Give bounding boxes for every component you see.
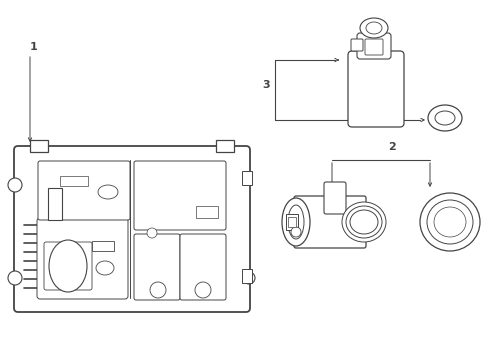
- Ellipse shape: [346, 206, 382, 238]
- FancyBboxPatch shape: [134, 161, 226, 230]
- Ellipse shape: [360, 18, 388, 38]
- Ellipse shape: [427, 200, 473, 244]
- Bar: [286, 214, 298, 230]
- FancyBboxPatch shape: [294, 196, 366, 248]
- FancyBboxPatch shape: [348, 51, 404, 127]
- Ellipse shape: [420, 193, 480, 251]
- Ellipse shape: [98, 185, 118, 199]
- FancyBboxPatch shape: [14, 146, 250, 312]
- FancyBboxPatch shape: [38, 161, 130, 220]
- Bar: [288, 217, 296, 227]
- Text: 1: 1: [30, 42, 38, 52]
- Ellipse shape: [342, 202, 386, 242]
- FancyBboxPatch shape: [37, 218, 128, 299]
- Bar: [48, 188, 62, 220]
- Bar: [92, 241, 114, 251]
- FancyBboxPatch shape: [324, 182, 346, 214]
- Bar: [242, 269, 252, 283]
- Circle shape: [147, 228, 157, 238]
- Ellipse shape: [428, 105, 462, 131]
- Bar: [196, 206, 218, 218]
- FancyBboxPatch shape: [365, 39, 383, 55]
- Ellipse shape: [282, 198, 310, 246]
- Ellipse shape: [49, 240, 87, 292]
- FancyBboxPatch shape: [357, 33, 391, 59]
- Bar: [216, 140, 234, 152]
- Circle shape: [291, 227, 301, 237]
- Bar: [30, 140, 48, 152]
- FancyBboxPatch shape: [44, 242, 92, 290]
- Bar: [242, 171, 252, 185]
- Text: 2: 2: [388, 142, 396, 152]
- Ellipse shape: [435, 111, 455, 125]
- Circle shape: [150, 282, 166, 298]
- Ellipse shape: [434, 207, 466, 237]
- Circle shape: [243, 272, 255, 284]
- FancyBboxPatch shape: [134, 234, 180, 300]
- Circle shape: [195, 282, 211, 298]
- Ellipse shape: [96, 261, 114, 275]
- Circle shape: [8, 178, 22, 192]
- Text: 3: 3: [262, 80, 270, 90]
- FancyBboxPatch shape: [351, 39, 363, 51]
- Ellipse shape: [288, 205, 304, 239]
- Circle shape: [8, 271, 22, 285]
- Ellipse shape: [366, 22, 382, 34]
- Ellipse shape: [350, 210, 378, 234]
- Bar: [60, 176, 88, 186]
- FancyBboxPatch shape: [180, 234, 226, 300]
